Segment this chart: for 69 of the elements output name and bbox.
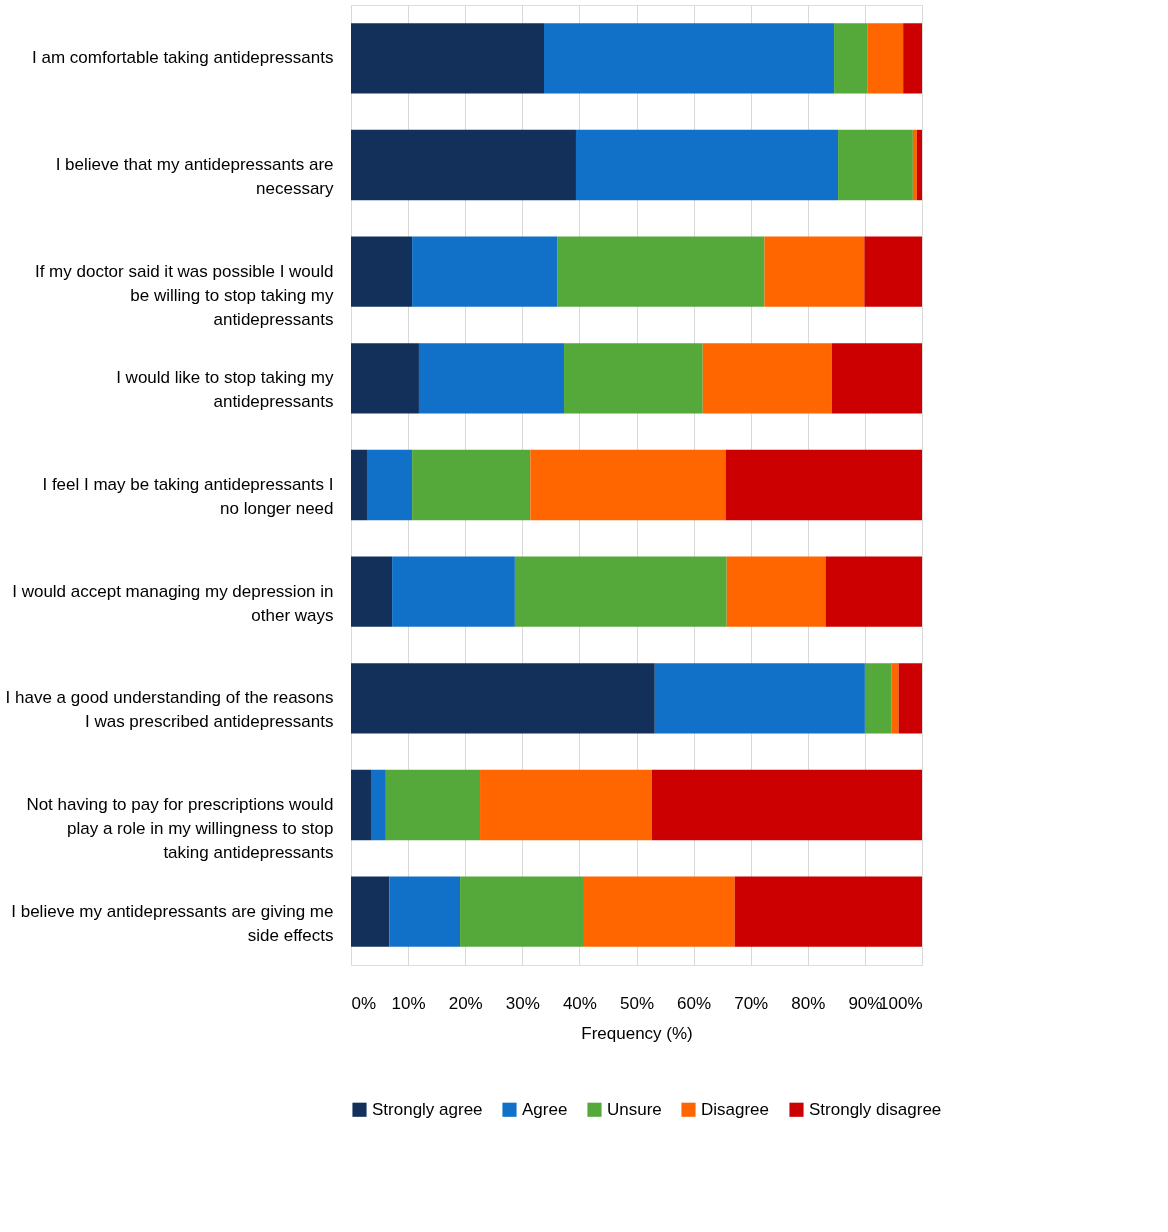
bar xyxy=(412,449,531,521)
legend-label: Strongly disagree xyxy=(809,1099,942,1119)
bar xyxy=(351,876,390,947)
bar xyxy=(575,129,839,201)
x-tick-label: 30% xyxy=(505,993,540,1013)
bar xyxy=(366,449,413,521)
bar xyxy=(351,556,393,627)
bar xyxy=(864,663,892,734)
bar xyxy=(734,876,922,947)
bar xyxy=(530,449,726,521)
y-tick-label: I believe my antidepressants are giving me side effects xyxy=(11,901,334,945)
x-tick-label: 80% xyxy=(791,993,826,1013)
x-tick-label: 50% xyxy=(619,993,655,1013)
bar xyxy=(764,236,865,307)
bar xyxy=(351,23,544,94)
legend-label: Unsure xyxy=(607,1099,662,1119)
y-tick-label: I am comfortable taking antidepressants xyxy=(32,48,334,68)
legend-label: Disagree xyxy=(701,1099,770,1119)
bar xyxy=(725,449,922,521)
bar xyxy=(544,23,835,94)
x-tick-label: 0% xyxy=(351,993,377,1013)
x-tick-label: 70% xyxy=(734,993,769,1013)
x-tick-label: 10% xyxy=(391,993,426,1013)
bar xyxy=(557,236,765,307)
bar xyxy=(514,556,727,627)
y-tick-label: I believe that my antidepressants are necessary xyxy=(55,155,334,198)
bar xyxy=(898,663,922,734)
y-tick-label: I feel I may be taking antidepressants I no longer need xyxy=(42,475,334,518)
y-tick-label: I would accept managing my depression in other ways xyxy=(12,581,334,625)
bar xyxy=(903,23,922,94)
x-tick-label: 60% xyxy=(677,993,712,1013)
bar xyxy=(702,343,832,414)
bar xyxy=(583,876,735,947)
bar xyxy=(838,129,913,201)
bar xyxy=(385,769,481,841)
bar xyxy=(351,129,576,201)
y-tick-label: Not having to pay for prescriptions would play a role in my willingness to stop taking antidepressants xyxy=(26,795,334,862)
bar xyxy=(831,343,922,414)
bar xyxy=(916,129,922,201)
y-tick-label: I have a good understanding of the reasons I was prescribed antidepressants xyxy=(5,688,334,732)
legend-label: Strongly agree xyxy=(372,1099,483,1119)
bar xyxy=(726,556,826,627)
bar xyxy=(351,236,413,307)
bar xyxy=(418,343,564,414)
bar xyxy=(351,343,419,414)
legend-label: Agree xyxy=(522,1099,568,1119)
x-axis-title: Frequency (%) xyxy=(581,1023,693,1043)
x-tick-label: 40% xyxy=(562,993,597,1013)
bar xyxy=(412,236,558,307)
bar xyxy=(834,23,868,94)
bar xyxy=(825,556,922,627)
bar xyxy=(351,449,367,521)
bar xyxy=(654,663,865,734)
bar xyxy=(370,769,386,841)
bar xyxy=(864,236,922,307)
bar xyxy=(351,663,655,734)
bar xyxy=(912,129,917,201)
bar xyxy=(351,769,371,841)
bar xyxy=(651,769,922,841)
bar xyxy=(867,23,904,94)
bar xyxy=(389,876,461,947)
bar xyxy=(480,769,652,841)
bar xyxy=(563,343,703,414)
bar xyxy=(460,876,584,947)
bar xyxy=(392,556,515,627)
bar xyxy=(891,663,899,734)
y-tick-label: If my doctor said it was possible I would be willing to stop taking my antidepressants xyxy=(34,261,334,329)
x-tick-label: 20% xyxy=(448,993,483,1013)
y-tick-label: I would like to stop taking my antidepressants xyxy=(116,368,334,412)
